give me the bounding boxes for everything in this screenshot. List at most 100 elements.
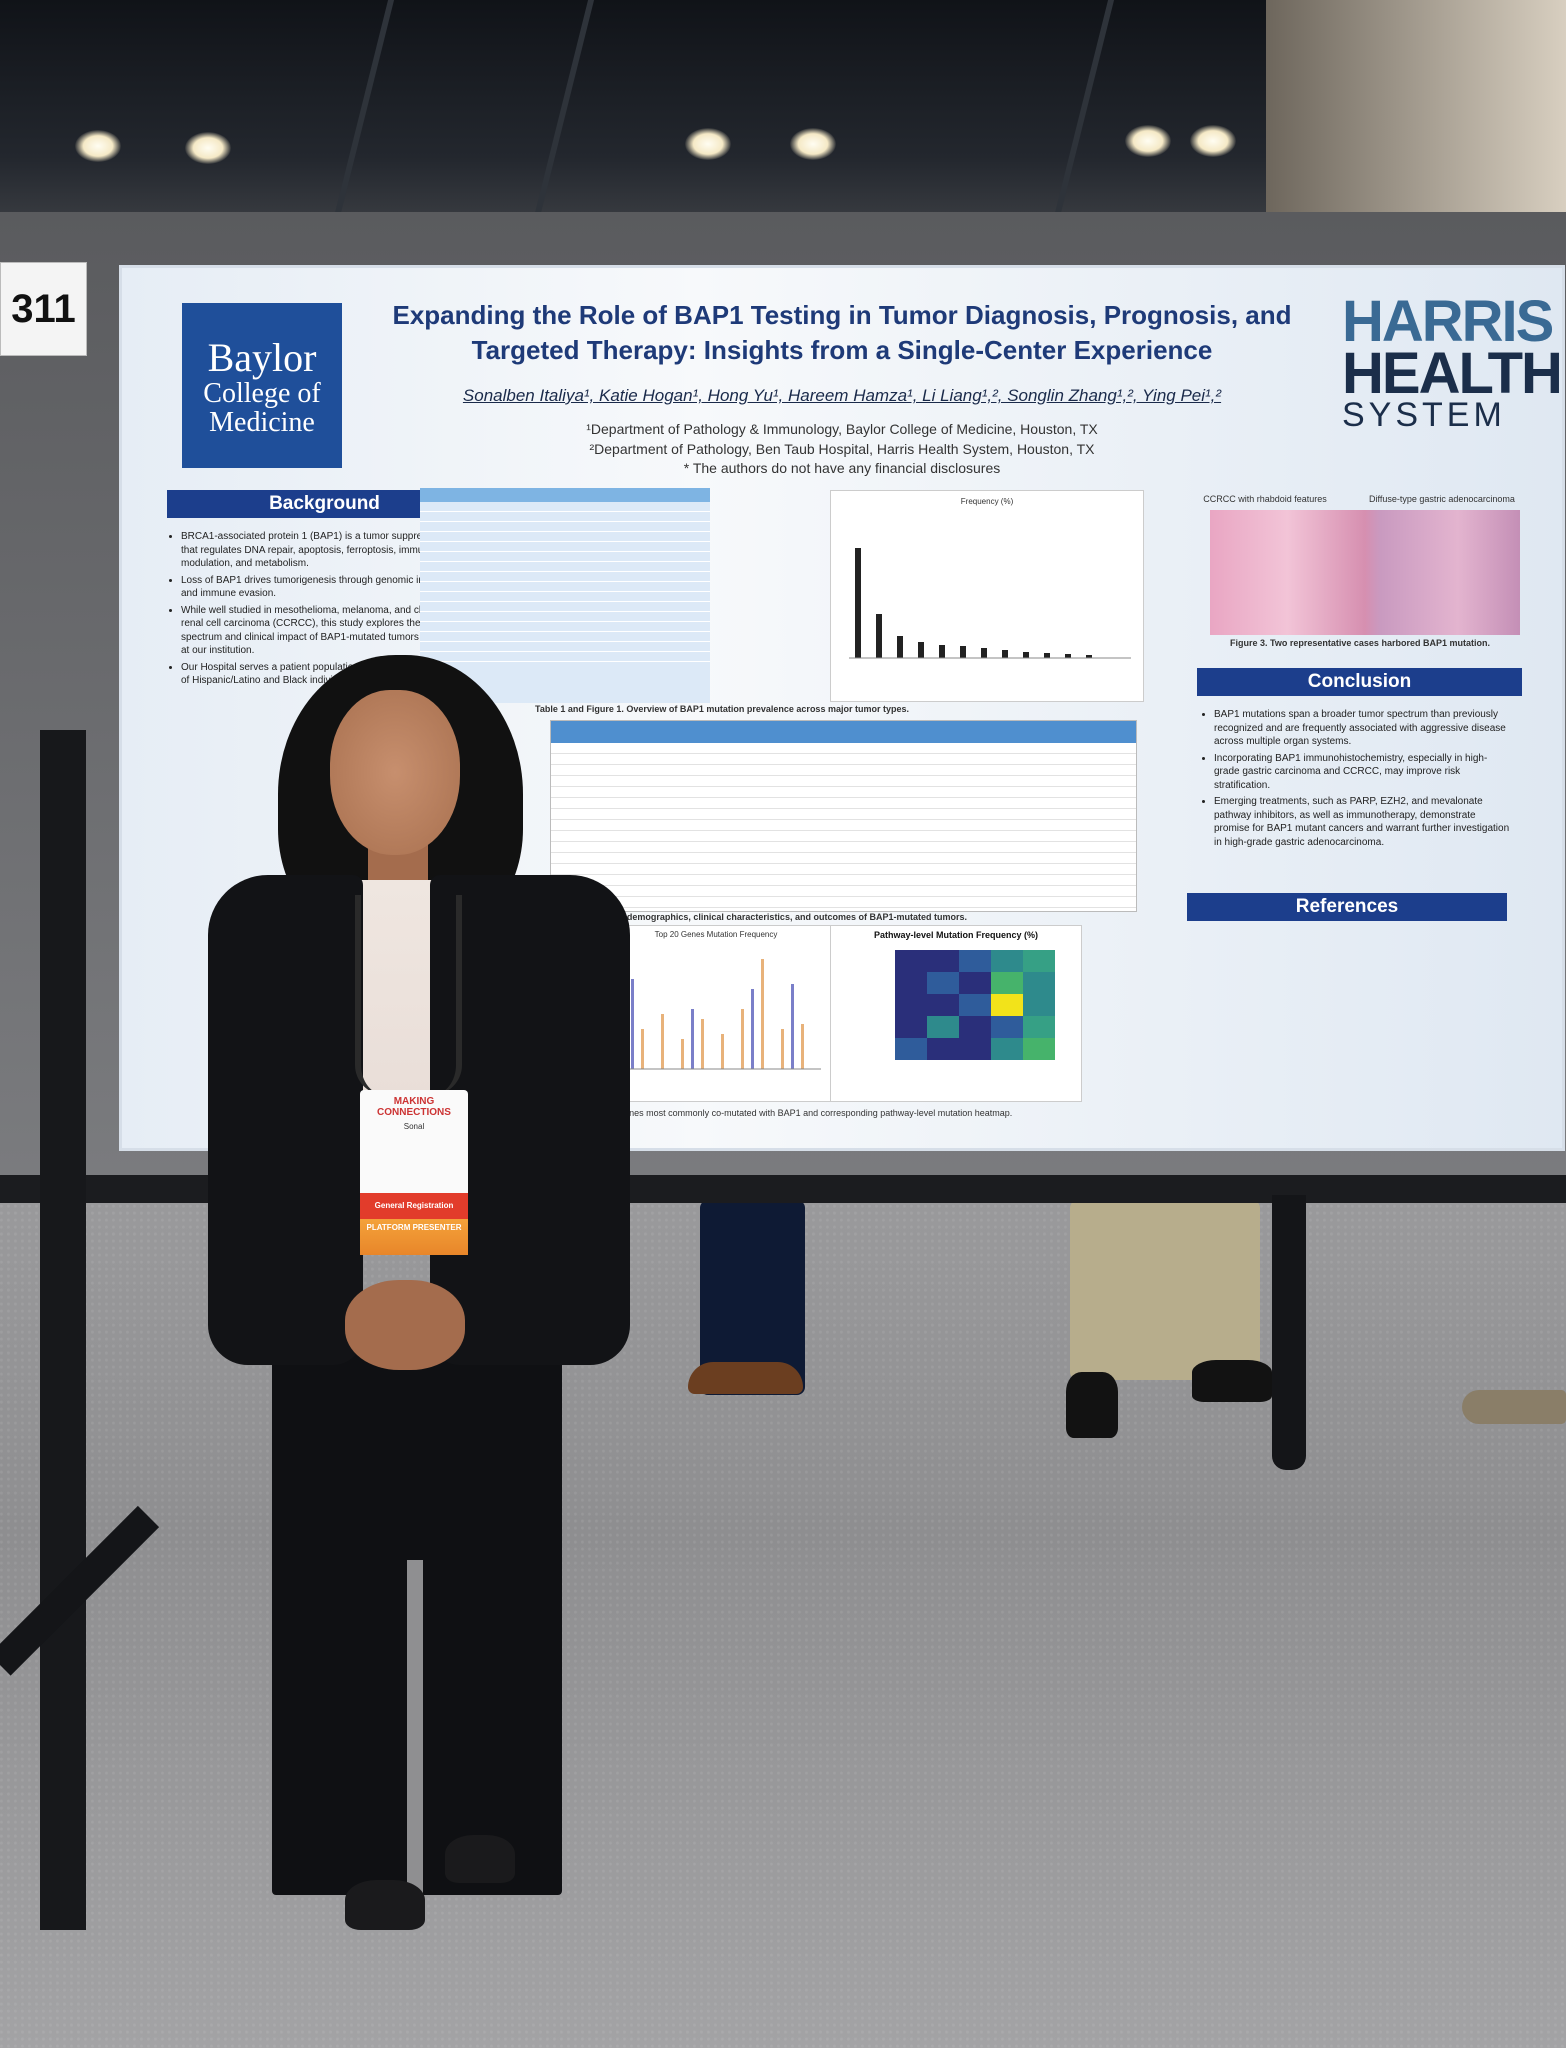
heat-cell (1023, 1016, 1055, 1038)
bar-group (631, 979, 794, 1069)
chart-title: Top 20 Genes Mutation Frequency (654, 930, 778, 939)
table-row (420, 652, 710, 662)
bar (1023, 652, 1029, 658)
section-heading-references: References (1187, 893, 1507, 921)
heat-cell (927, 994, 959, 1016)
heat-cell (991, 994, 1023, 1016)
heat-cell (959, 994, 991, 1016)
lanyard (355, 895, 462, 1095)
bar (641, 1029, 644, 1069)
figure-label: CCRCC with rhabdoid features (1203, 494, 1327, 504)
heat-cell (895, 1038, 927, 1060)
heat-cell (1023, 972, 1055, 994)
table-row (420, 592, 710, 602)
badge-event: MAKING CONNECTIONS (377, 1096, 451, 1118)
logo-text: SYSTEM (1342, 396, 1506, 435)
figure-caption: Figure 2. Top 20 genes most commonly co-… (551, 1108, 1013, 1118)
bar (631, 979, 634, 1069)
heat-cell (991, 1038, 1023, 1060)
table-1 (420, 488, 710, 703)
bullet: BAP1 mutations span a broader tumor spec… (1214, 708, 1510, 749)
chart-title: Frequency (%) (960, 497, 1014, 506)
badge-name: Sonal (403, 1122, 425, 1131)
heat-cell (1023, 950, 1055, 972)
table-row (551, 798, 1136, 809)
table-row (551, 853, 1136, 864)
table-row (420, 642, 710, 652)
poster-authors: Sonalben Italiya¹, Katie Hogan¹, Hong Yu… (462, 386, 1222, 405)
heat-cell (959, 1038, 991, 1060)
bar (1044, 653, 1050, 658)
table-row (420, 512, 710, 522)
ceiling-light (75, 130, 121, 162)
board-post (1272, 1195, 1306, 1470)
bar (855, 548, 861, 658)
table-row (551, 842, 1136, 853)
top20-chart-svg (615, 959, 821, 1070)
background-text: BRCA1-associated protein 1 (BAP1) is a t… (167, 530, 467, 691)
bar (1065, 654, 1071, 658)
table-row (551, 820, 1136, 831)
table-row (420, 622, 710, 632)
top20-genes-chart: Top 20 Genes Mutation Frequency (600, 925, 832, 1102)
ceiling-light (185, 132, 231, 164)
bar (701, 1019, 704, 1069)
bar (1086, 655, 1092, 658)
name-badge: MAKING CONNECTIONS Sonal General Registr… (360, 1090, 468, 1255)
heat-cell (927, 972, 959, 994)
table-row (551, 776, 1136, 787)
table-row (420, 532, 710, 542)
table-row (551, 765, 1136, 776)
chart-title: Pathway-level Mutation Frequency (%) (873, 930, 1039, 940)
table-row (420, 552, 710, 562)
baylor-logo: Baylor College of Medicine (182, 303, 342, 468)
heatmap-cells (895, 950, 1055, 1060)
heat-cell (895, 994, 927, 1016)
heat-cell (991, 950, 1023, 972)
table-row (551, 787, 1136, 798)
figure-caption: Table 1 and Figure 1. Overview of BAP1 m… (535, 704, 909, 714)
blazer-left (208, 875, 363, 1365)
badge-registration: General Registration (360, 1193, 468, 1219)
heat-cell (927, 1038, 959, 1060)
bar (981, 648, 987, 658)
background-shoe (1462, 1390, 1566, 1424)
bar (751, 989, 754, 1069)
trouser-gap (407, 1560, 423, 1895)
table-row (420, 502, 710, 512)
bar (960, 646, 966, 658)
bar (791, 984, 794, 1069)
ceiling-light (1125, 125, 1171, 157)
section-heading-conclusion: Conclusion (1197, 668, 1522, 696)
table-row (551, 754, 1136, 765)
table-row (420, 542, 710, 552)
bar (918, 642, 924, 658)
bar (681, 1039, 684, 1069)
heat-cell (959, 972, 991, 994)
ceiling-light (1190, 125, 1236, 157)
bullet: Emerging treatments, such as PARP, EZH2,… (1214, 795, 1510, 849)
bullet: BRCA1-associated protein 1 (BAP1) is a t… (181, 530, 467, 571)
heat-cell (895, 972, 927, 994)
booth-number: 311 (0, 262, 87, 356)
heatmap-svg (895, 950, 1055, 1060)
bar (876, 614, 882, 658)
heat-cell (927, 950, 959, 972)
background-person-legs (1070, 1200, 1260, 1380)
logo-text: Baylor (207, 335, 317, 380)
bar (781, 1029, 784, 1069)
clasped-hands (345, 1280, 465, 1370)
conclusion-text: BAP1 mutations span a broader tumor spec… (1200, 708, 1510, 852)
histology-images (1210, 510, 1520, 635)
table-header (551, 721, 1136, 743)
bullet: Our Hospital serves a patient population… (181, 661, 467, 688)
figure-label: Diffuse-type gastric adenocarcinoma (1369, 494, 1515, 504)
table-row (551, 831, 1136, 842)
bullet: Incorporating BAP1 immunohistochemistry,… (1214, 752, 1510, 793)
background-shoe (1066, 1372, 1118, 1438)
heat-cell (1023, 994, 1055, 1016)
shoe (345, 1880, 425, 1930)
heat-cell (991, 972, 1023, 994)
poster-title: Expanding the Role of BAP1 Testing in Tu… (352, 298, 1332, 368)
